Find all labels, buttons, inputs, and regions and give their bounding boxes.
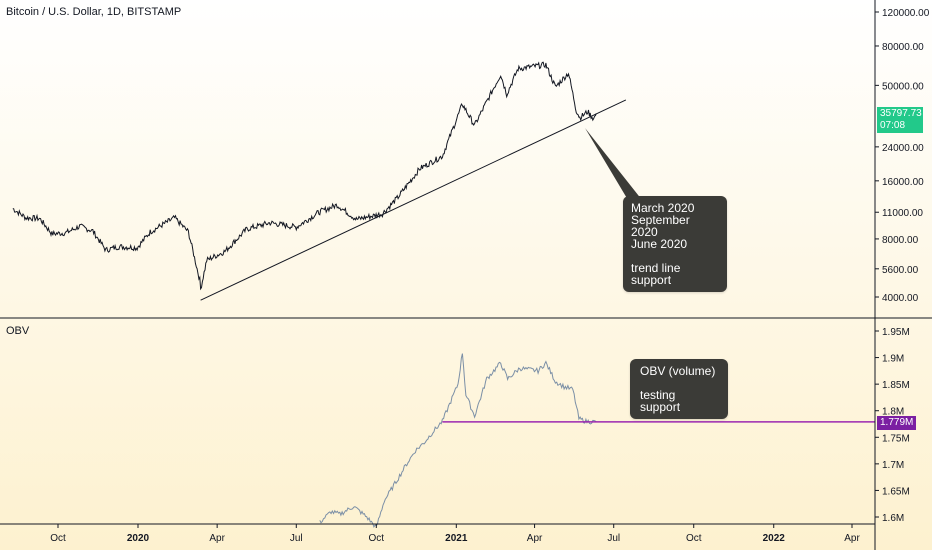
time-axis-label: Apr bbox=[209, 533, 225, 544]
obv-axis-label: 1.7M bbox=[882, 460, 904, 471]
time-axis-label: Apr bbox=[844, 533, 860, 544]
time-axis-label: Oct bbox=[369, 533, 385, 544]
price-axis-label: 16000.00 bbox=[882, 177, 924, 188]
obv-axis-label: 1.65M bbox=[882, 486, 910, 497]
symbol-title[interactable]: Bitcoin / U.S. Dollar, 1D, BITSTAMP bbox=[6, 6, 182, 18]
bar-countdown: 07:08 bbox=[880, 120, 906, 131]
obv-axis-label: 1.8M bbox=[882, 407, 904, 418]
price-axis-label: 120000.00 bbox=[882, 8, 930, 19]
indicator-label[interactable]: OBV bbox=[6, 325, 30, 337]
obv-axis-label: 1.95M bbox=[882, 327, 910, 338]
obv-axis-label: 1.9M bbox=[882, 354, 904, 365]
time-axis-label: Jul bbox=[607, 533, 620, 544]
time-axis-label: Jul bbox=[290, 533, 303, 544]
obv-axis-label: 1.6M bbox=[882, 513, 904, 524]
price-annotation-callout: March 2020 September 2020 June 2020 tren… bbox=[623, 196, 727, 292]
trend-line[interactable] bbox=[200, 99, 627, 301]
time-axis-label: Apr bbox=[527, 533, 543, 544]
time-axis-label: 2020 bbox=[127, 533, 150, 544]
last-price-value: 35797.73 bbox=[880, 108, 922, 119]
obv-annotation-callout: OBV (volume) testing support bbox=[630, 359, 728, 419]
time-axis-label: Oct bbox=[50, 533, 66, 544]
price-axis-label: 50000.00 bbox=[882, 81, 924, 92]
price-axis-label: 11000.00 bbox=[882, 208, 923, 219]
obv-axis-label: 1.85M bbox=[882, 380, 910, 391]
obv-last-value-tag: 1.779M bbox=[877, 416, 916, 430]
price-axis-label: 80000.00 bbox=[882, 42, 924, 53]
price-axis-label: 8000.00 bbox=[882, 235, 919, 246]
time-axis-label: 2022 bbox=[763, 533, 786, 544]
last-price-tag: 35797.73 07:08 bbox=[877, 107, 923, 133]
price-series-line[interactable] bbox=[12, 61, 597, 291]
price-axis-label: 24000.00 bbox=[882, 143, 924, 154]
price-axis-label: 5600.00 bbox=[882, 265, 919, 276]
obv-series-line[interactable] bbox=[319, 353, 597, 529]
obv-axis-label: 1.75M bbox=[882, 433, 910, 444]
time-axis-label: 2021 bbox=[445, 533, 468, 544]
time-axis-label: Oct bbox=[686, 533, 702, 544]
price-axis-label: 4000.00 bbox=[882, 293, 919, 304]
price-pane[interactable] bbox=[12, 61, 642, 301]
price-callout-pointer bbox=[585, 128, 642, 200]
